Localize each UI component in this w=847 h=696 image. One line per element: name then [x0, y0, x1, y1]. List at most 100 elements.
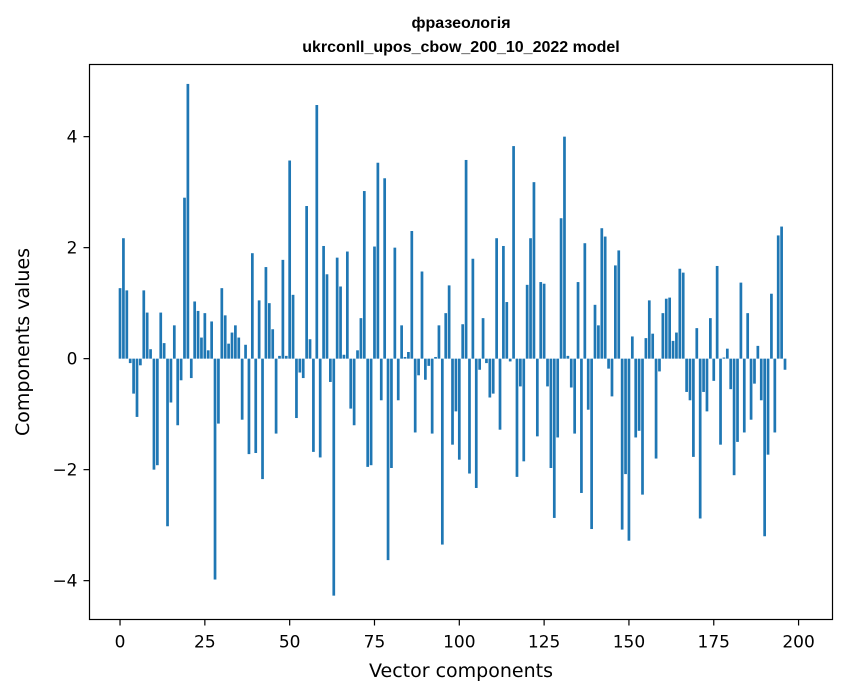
bar-123	[535, 358, 539, 437]
bar-87	[413, 358, 417, 433]
bar-167	[685, 358, 688, 392]
bar-65	[339, 286, 342, 359]
bar-162	[668, 297, 671, 359]
bar-36	[240, 358, 244, 420]
y-tick-label: 2	[67, 239, 78, 259]
bar-1	[122, 238, 125, 359]
bar-13	[162, 343, 166, 359]
bar-40	[254, 358, 258, 453]
bar-78	[383, 178, 387, 359]
bar-195	[780, 226, 783, 359]
y-axis-ticks: −4 −2 0 2 4	[52, 128, 90, 592]
bar-42	[261, 358, 264, 480]
bar-30	[220, 288, 224, 359]
bar-136	[580, 358, 583, 493]
bar-187	[753, 358, 756, 384]
bar-108	[485, 358, 488, 364]
bar-25	[203, 313, 207, 359]
bar-155	[644, 338, 648, 359]
bar-107	[481, 318, 485, 359]
x-tick-label: 100	[443, 633, 475, 653]
bar-15	[169, 358, 173, 403]
bar-4	[132, 358, 135, 394]
x-tick-label: 0	[115, 633, 126, 653]
bar-175	[712, 358, 716, 381]
bar-54	[301, 358, 305, 379]
bar-14	[166, 358, 169, 527]
bar-37	[244, 344, 247, 359]
bar-66	[342, 354, 346, 359]
bar-132	[566, 355, 570, 359]
bar-9	[149, 349, 152, 359]
bar-45	[271, 329, 275, 359]
bar-105	[474, 358, 478, 488]
bar-83	[400, 325, 403, 359]
bar-98	[451, 358, 454, 445]
bar-72	[362, 191, 366, 359]
bar-145	[610, 358, 614, 397]
y-tick-label: −2	[52, 461, 77, 481]
bar-115	[508, 358, 512, 362]
bar-112	[498, 358, 502, 430]
bar-147	[617, 250, 621, 359]
bar-63	[332, 358, 336, 596]
x-tick-label: 125	[528, 633, 560, 653]
bar-20	[186, 83, 190, 359]
bar-114	[505, 302, 509, 359]
bar-84	[403, 356, 407, 359]
x-tick-label: 50	[279, 633, 301, 653]
bar-191	[766, 358, 770, 455]
bar-159	[658, 358, 661, 372]
bar-102	[464, 159, 468, 359]
bar-52	[295, 358, 298, 419]
y-tick-label: 4	[67, 128, 78, 148]
bar-119	[522, 358, 526, 462]
bar-19	[183, 197, 186, 359]
bar-101	[461, 324, 465, 359]
bar-21	[189, 358, 193, 379]
bar-146	[614, 265, 617, 359]
bar-170	[695, 328, 699, 359]
bar-69	[352, 358, 356, 426]
bar-161	[664, 298, 668, 359]
bar-12	[159, 312, 163, 359]
bar-77	[379, 358, 383, 401]
bar-116	[512, 146, 515, 359]
y-tick-label: 0	[67, 350, 78, 370]
bar-95	[440, 358, 444, 545]
bar-41	[257, 300, 261, 359]
bar-38	[247, 358, 251, 455]
bar-94	[437, 325, 441, 359]
bar-57	[312, 358, 315, 452]
bar-152	[634, 358, 638, 438]
bar-134	[573, 358, 577, 434]
bar-51	[291, 294, 295, 359]
bar-104	[471, 258, 475, 359]
bar-160	[661, 313, 665, 359]
bar-194	[776, 235, 780, 359]
bar-76	[376, 162, 380, 359]
bar-163	[671, 340, 675, 359]
bar-70	[356, 350, 359, 359]
bars-group	[118, 83, 787, 596]
bar-185	[746, 313, 750, 359]
bar-28	[213, 358, 217, 580]
bar-89	[420, 271, 424, 359]
bar-17	[176, 358, 180, 426]
bar-122	[532, 182, 536, 359]
bar-27	[210, 321, 213, 359]
bar-153	[637, 358, 641, 431]
bar-196	[783, 358, 787, 370]
bar-169	[692, 358, 695, 457]
bar-29	[217, 358, 220, 424]
bar-171	[698, 358, 702, 519]
bar-165	[678, 268, 682, 359]
bar-31	[223, 315, 227, 359]
bar-172	[702, 358, 705, 392]
bar-74	[369, 358, 373, 466]
bar-135	[576, 282, 580, 359]
bar-186	[749, 358, 753, 420]
bar-110	[491, 358, 495, 394]
bar-189	[759, 358, 763, 401]
